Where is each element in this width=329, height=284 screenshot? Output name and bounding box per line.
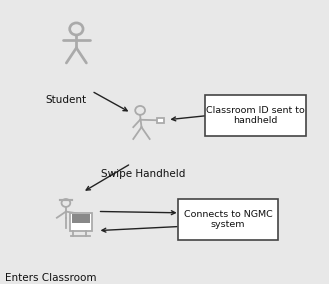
FancyBboxPatch shape xyxy=(205,95,306,136)
Text: Enters Classroom: Enters Classroom xyxy=(5,273,96,283)
FancyBboxPatch shape xyxy=(178,199,278,240)
Bar xyxy=(70,213,92,231)
Text: Classroom ID sent to
handheld: Classroom ID sent to handheld xyxy=(206,106,305,125)
Bar xyxy=(72,214,90,224)
Text: Swipe Handheld: Swipe Handheld xyxy=(101,169,185,179)
Text: Student: Student xyxy=(45,95,86,105)
Bar xyxy=(157,118,164,123)
Text: Connects to NGMC
system: Connects to NGMC system xyxy=(184,210,272,229)
